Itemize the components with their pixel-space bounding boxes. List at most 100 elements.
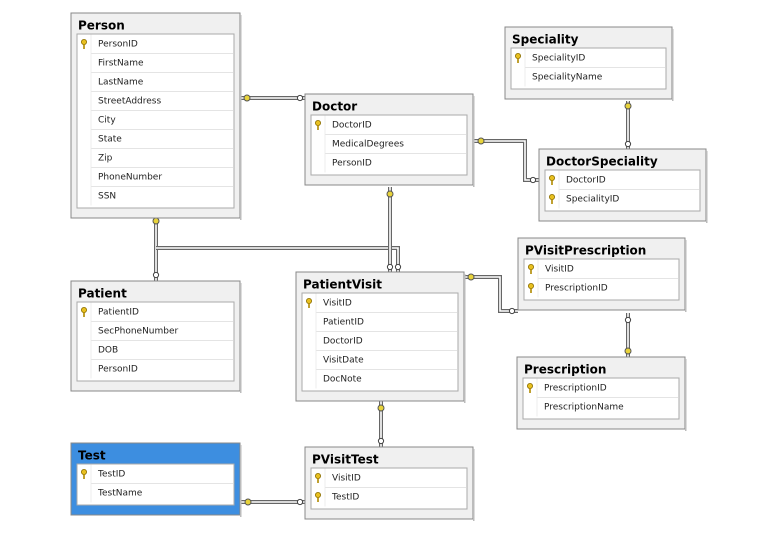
many-end <box>152 271 160 279</box>
column-name: PersonID <box>332 159 372 169</box>
one-end <box>386 190 394 198</box>
table-shadow <box>685 240 687 312</box>
column-name: SpecialityName <box>532 73 603 83</box>
table[interactable]: DoctorSpeciality DoctorID SpecialityID <box>538 148 708 223</box>
key-icon <box>81 306 88 313</box>
one-end <box>243 94 251 102</box>
key-icon <box>528 263 535 270</box>
table-title: DoctorSpeciality <box>546 155 658 169</box>
table[interactable]: Patient PatientID SecPhoneNumber DOB PersonI… <box>70 280 242 393</box>
column-list <box>310 467 468 510</box>
key-icon-stem <box>551 199 553 204</box>
column-name: PatientID <box>98 308 139 318</box>
key-icon-stem <box>308 303 310 308</box>
key-icon <box>515 53 522 60</box>
column-name: LastName <box>98 78 144 88</box>
column-name: PersonID <box>98 40 138 50</box>
key-icon <box>81 39 88 46</box>
column-name: TestID <box>331 493 359 503</box>
key-icon <box>528 282 535 289</box>
column-name: SecPhoneNumber <box>98 327 179 337</box>
column-name: DoctorID <box>566 176 606 186</box>
column-name: PrescriptionName <box>544 403 624 413</box>
column-list <box>523 258 680 301</box>
relationship-line-inner <box>473 140 539 181</box>
table[interactable]: Person PersonID FirstName LastName StreetAdd… <box>70 12 242 220</box>
key-icon-stem <box>317 478 319 483</box>
column-name: City <box>98 116 116 126</box>
one-end <box>624 102 632 110</box>
column-list <box>76 463 235 506</box>
key-icon <box>527 382 534 389</box>
table-shadow <box>240 445 242 517</box>
one-end <box>477 137 485 145</box>
column-name: MedicalDegrees <box>332 140 404 150</box>
column-list <box>76 33 235 209</box>
table[interactable]: Prescription PrescriptionID PrescriptionNa… <box>516 356 687 431</box>
key-icon-stem <box>83 44 85 49</box>
key-icon-stem <box>317 125 319 130</box>
column-list <box>522 377 680 420</box>
table-shadow <box>240 15 242 220</box>
column-name: StreetAddress <box>98 97 162 107</box>
key-icon-stem <box>517 58 519 63</box>
table-title: PatientVisit <box>303 278 382 292</box>
many-end <box>529 176 537 184</box>
column-name: VisitDate <box>323 356 364 366</box>
table-title: Patient <box>78 287 127 301</box>
table-shadow <box>672 29 674 101</box>
column-name: TestName <box>97 489 143 499</box>
column-name: SpecialityID <box>532 54 585 64</box>
column-name: FirstName <box>98 59 144 69</box>
column-name: SSN <box>98 192 116 202</box>
table-title: PVisitTest <box>312 453 379 467</box>
table-shadow <box>464 274 466 403</box>
many-end <box>296 498 304 506</box>
key-icon-stem <box>529 388 531 393</box>
column-name: PrescriptionID <box>545 284 608 294</box>
table[interactable]: PVisitPrescription VisitID PrescriptionID <box>517 237 687 312</box>
key-icon-stem <box>83 474 85 479</box>
key-icon <box>81 468 88 475</box>
many-end <box>624 140 632 148</box>
column-name: VisitID <box>323 299 352 309</box>
key-icon <box>549 193 556 200</box>
table-title: Speciality <box>512 33 579 47</box>
one-end <box>377 404 385 412</box>
column-name: DOB <box>98 346 118 356</box>
many-end <box>377 437 385 445</box>
column-list <box>510 47 667 90</box>
relationships <box>152 94 632 506</box>
one-end <box>244 498 252 506</box>
key-icon <box>305 297 312 304</box>
column-name: VisitID <box>545 265 574 275</box>
table[interactable]: Test TestID TestName <box>70 442 242 517</box>
table[interactable]: PatientVisit VisitID PatientID DoctorID Visi… <box>295 271 466 403</box>
column-list <box>310 114 468 176</box>
relationship-line <box>473 139 539 182</box>
column-name: DoctorID <box>323 337 363 347</box>
table-shadow <box>473 449 475 521</box>
relationship-line <box>156 246 400 272</box>
many-end <box>508 307 516 315</box>
key-icon <box>314 491 321 498</box>
table[interactable]: Doctor DoctorID MedicalDegrees PersonID <box>304 93 475 187</box>
table-shadow <box>473 96 475 187</box>
many-end <box>296 94 304 102</box>
table-title: Person <box>78 19 125 33</box>
table-title: Doctor <box>312 100 357 114</box>
relationship-line-inner <box>464 276 518 312</box>
many-end <box>624 316 632 324</box>
key-icon <box>314 472 321 479</box>
table-shadow <box>706 151 708 223</box>
column-name: State <box>98 135 122 145</box>
column-name: PrescriptionID <box>544 384 607 394</box>
column-name: SpecialityID <box>566 195 619 205</box>
table-title: Test <box>78 449 106 463</box>
table-shadow <box>685 359 687 431</box>
table[interactable]: Speciality SpecialityID SpecialityName <box>504 26 674 101</box>
column-name: PhoneNumber <box>98 173 162 183</box>
many-end <box>394 263 402 271</box>
table[interactable]: PVisitTest VisitID TestID <box>304 446 475 521</box>
table-title: Prescription <box>524 363 606 377</box>
